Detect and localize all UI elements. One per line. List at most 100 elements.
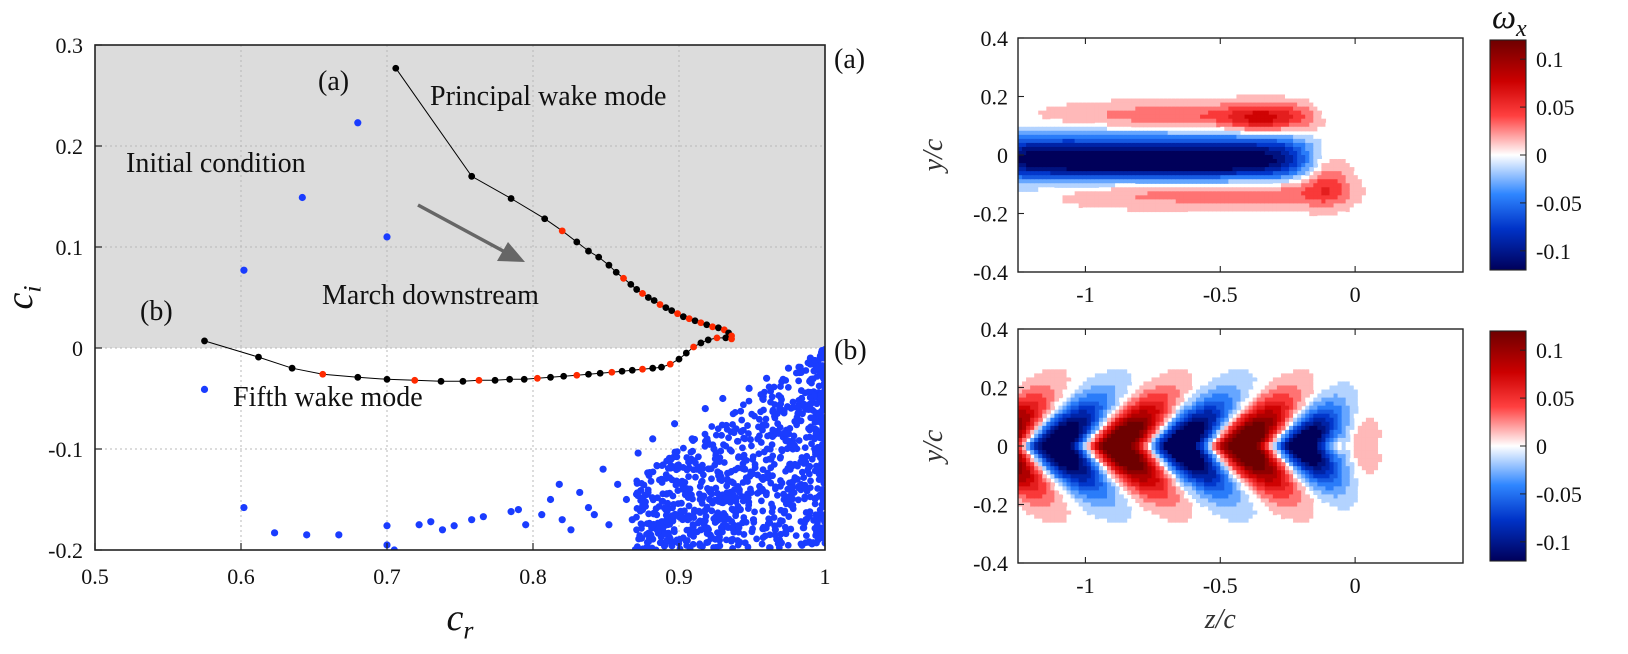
vorticity-cell (1167, 122, 1173, 128)
vorticity-cell (1034, 397, 1039, 403)
initial-condition-point (666, 535, 674, 543)
vorticity-cell (1216, 171, 1221, 176)
vorticity-cell (1163, 167, 1169, 172)
vorticity-cell (1086, 446, 1092, 451)
vorticity-cell (1131, 486, 1136, 491)
vorticity-cell (1054, 450, 1060, 455)
initial-condition-point (812, 511, 820, 519)
vorticity-cell (1018, 433, 1023, 439)
vorticity-cell (1297, 126, 1302, 132)
vorticity-cell (1062, 441, 1068, 447)
vorticity-cell (1175, 522, 1181, 528)
vorticity-cell (1297, 110, 1302, 116)
vorticity-cell (1232, 126, 1238, 132)
vorticity-cell (1086, 502, 1092, 508)
vorticity-cell (1179, 142, 1185, 148)
vorticity-cell (1086, 450, 1092, 455)
vorticity-cell (1191, 195, 1197, 200)
initial-condition-point (700, 507, 708, 515)
vorticity-cell (1066, 494, 1072, 500)
vorticity-cell (1175, 199, 1181, 205)
vorticity-cell (1212, 138, 1217, 144)
vorticity-cell (1317, 167, 1323, 172)
vorticity-cell (1115, 175, 1120, 180)
vorticity-cell (1127, 187, 1132, 192)
vorticity-cell (1070, 401, 1076, 407)
vorticity-cell (1022, 413, 1027, 419)
vorticity-cell (1317, 187, 1323, 192)
vorticity-cell (1272, 134, 1278, 140)
vorticity-cell (1090, 146, 1096, 152)
vorticity-cell (1070, 203, 1076, 209)
vorticity-cell (1143, 393, 1149, 399)
y-tick-label: 0.1 (56, 235, 84, 260)
vorticity-cell (1074, 163, 1080, 168)
vorticity-cell (1285, 191, 1290, 196)
vorticity-cell (1115, 486, 1120, 491)
vorticity-cell (1167, 458, 1173, 463)
vorticity-cell (1131, 397, 1136, 403)
vorticity-cell (1082, 433, 1088, 439)
vorticity-cell (1119, 458, 1124, 463)
x-tick-label: 0.7 (373, 564, 401, 589)
vorticity-cell (1268, 122, 1274, 128)
vorticity-cell (1260, 94, 1266, 100)
initial-condition-point (567, 526, 575, 534)
vorticity-cell (1309, 199, 1314, 205)
vorticity-cell (1309, 155, 1314, 160)
vorticity-cell (1094, 482, 1100, 487)
vorticity-cell (1301, 171, 1306, 176)
vorticity-cell (1026, 163, 1031, 168)
vorticity-cell (1042, 130, 1047, 136)
vorticity-cell (1066, 126, 1072, 132)
initial-condition-point (795, 369, 803, 377)
vorticity-cell (1167, 98, 1173, 104)
vorticity-cell (1289, 114, 1294, 120)
vorticity-cell (1264, 146, 1270, 152)
vorticity-cell (1183, 150, 1189, 156)
vorticity-cell (1293, 195, 1298, 200)
vorticity-cell (1139, 450, 1145, 455)
vorticity-cell (1086, 389, 1092, 395)
vorticity-cell (1285, 142, 1290, 148)
vorticity-cell (1252, 171, 1258, 176)
vorticity-cell (1232, 179, 1238, 184)
vorticity-cell (1212, 159, 1217, 164)
vorticity-cell (1208, 142, 1213, 148)
vorticity-cell (1111, 146, 1116, 152)
vorticity-cell (1297, 159, 1302, 164)
vorticity-cell (1183, 369, 1189, 374)
vorticity-cell (1240, 199, 1246, 205)
vorticity-cell (1329, 155, 1335, 160)
vorticity-cell (1151, 167, 1157, 172)
initial-condition-point (720, 441, 727, 449)
vorticity-cell (1248, 167, 1254, 172)
vorticity-cell (1183, 94, 1189, 100)
vorticity-cell (1208, 413, 1213, 419)
initial-condition-point (778, 539, 786, 547)
vorticity-cell (1119, 207, 1124, 213)
vorticity-cell (1147, 433, 1153, 439)
vorticity-cell (1074, 441, 1080, 447)
vorticity-cell (1058, 450, 1064, 455)
initial-condition-point (792, 532, 800, 540)
vorticity-cell (1026, 458, 1031, 463)
vorticity-cell (1111, 490, 1116, 496)
vorticity-cell (1102, 122, 1108, 128)
vorticity-cell (1115, 389, 1120, 395)
vorticity-cell (1030, 373, 1035, 379)
vorticity-cell (1187, 130, 1193, 136)
vorticity-cell (1297, 102, 1302, 108)
initial-condition-point (659, 524, 667, 532)
vorticity-cell (1293, 122, 1298, 128)
vorticity-cell (1086, 126, 1092, 132)
vorticity-cell (1086, 437, 1092, 443)
vorticity-cell (1204, 441, 1209, 447)
vorticity-cell (1054, 385, 1060, 391)
fifth-mode-point (491, 376, 499, 384)
vorticity-cell (1086, 401, 1092, 407)
vorticity-cell (1090, 506, 1096, 512)
vorticity-cell (1090, 494, 1096, 500)
vorticity-cell (1285, 179, 1290, 184)
vorticity-cell (1042, 429, 1047, 435)
